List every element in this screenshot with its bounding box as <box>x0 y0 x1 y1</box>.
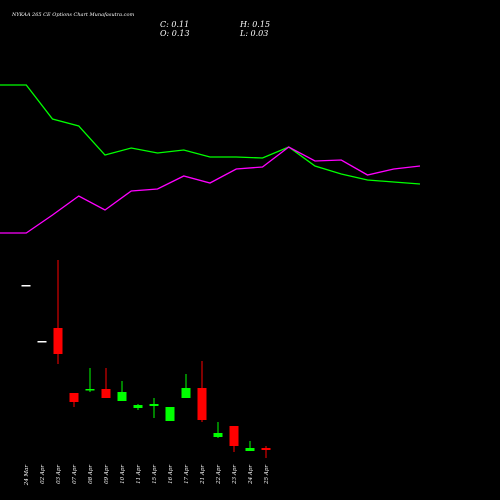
candle-body <box>53 328 63 354</box>
line-series <box>0 146 421 234</box>
candle-body <box>117 392 127 401</box>
x-tick-label: 21 Apr <box>200 465 206 485</box>
x-tick-label: 16 Apr <box>168 465 174 484</box>
x-tick-label: 03 Apr <box>56 465 62 484</box>
candle-body <box>245 448 255 451</box>
candle-body <box>101 389 111 398</box>
candle-body <box>261 448 271 450</box>
candle-body <box>229 426 239 446</box>
close-label: C: 0.11 <box>160 20 189 29</box>
candle-body <box>197 388 207 420</box>
x-tick-label: 24 Apr <box>248 465 254 485</box>
candle-body <box>165 407 175 421</box>
candle-body <box>37 341 47 343</box>
candle-body <box>213 433 223 437</box>
x-tick-label: 08 Apr <box>88 465 94 484</box>
high-label: H: 0.15 <box>239 20 270 29</box>
x-tick-label: 02 Apr <box>40 465 46 484</box>
candle-body <box>85 389 95 391</box>
x-tick-label: 17 Apr <box>184 465 190 484</box>
open-label: O: 0.13 <box>160 29 190 38</box>
x-tick-label: 24 Mar <box>24 465 30 487</box>
x-tick-label: 10 Apr <box>120 465 126 484</box>
x-tick-label: 23 Apr <box>232 465 238 485</box>
x-tick-label: 22 Apr <box>216 465 222 485</box>
x-tick-label: 07 Apr <box>72 465 78 484</box>
candle-body <box>21 285 31 287</box>
x-tick-label: 11 Apr <box>136 465 142 484</box>
candle-body <box>149 404 159 406</box>
low-label: L: 0.03 <box>239 29 268 38</box>
line-series <box>0 84 421 185</box>
candle-body <box>69 393 79 402</box>
candle-body <box>133 405 143 408</box>
x-tick-label: 15 Apr <box>152 465 158 484</box>
candle-body <box>181 388 191 398</box>
x-tick-label: 09 Apr <box>104 465 110 484</box>
chart-title: NYKAA 265 CE Options Chart Munafasutra.c… <box>11 12 134 18</box>
x-tick-label: 25 Apr <box>264 465 270 485</box>
